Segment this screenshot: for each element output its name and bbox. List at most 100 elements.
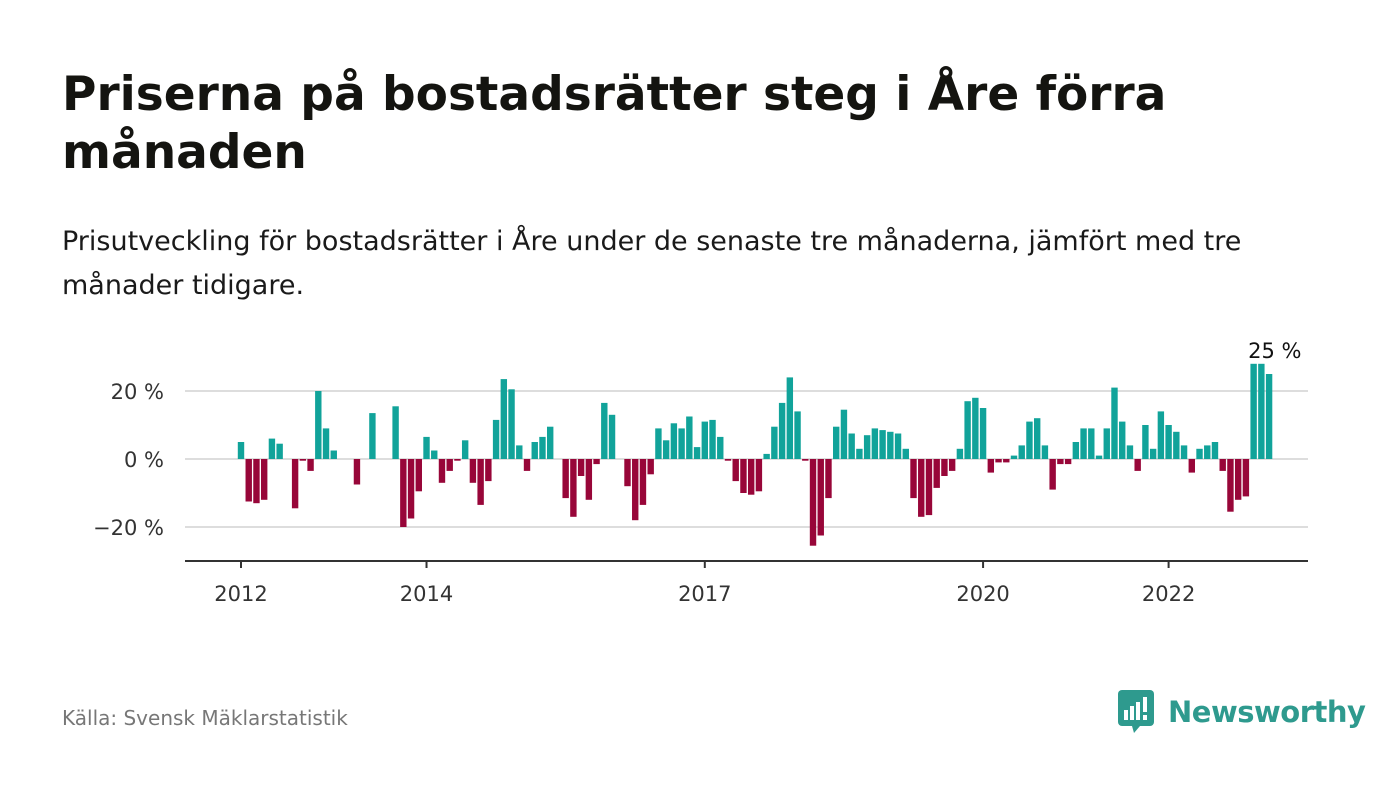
bar <box>1010 455 1018 459</box>
bar <box>245 459 252 502</box>
bar <box>523 459 531 471</box>
bar <box>848 433 855 459</box>
bar <box>755 459 763 492</box>
bar <box>802 459 809 461</box>
bar <box>856 448 863 459</box>
x-tick-label: 2014 <box>400 582 453 606</box>
bar <box>477 459 484 505</box>
bar <box>701 421 708 459</box>
last-value-label: 25 % <box>1248 339 1301 363</box>
bar <box>941 459 948 476</box>
bar <box>724 459 732 461</box>
bar <box>1157 411 1165 459</box>
bar <box>469 459 477 483</box>
bar <box>686 416 693 459</box>
bar <box>948 459 956 471</box>
bar <box>400 459 407 527</box>
bar <box>1227 459 1234 512</box>
bar <box>624 459 631 487</box>
bar <box>1219 459 1226 471</box>
bar <box>979 408 987 459</box>
bar <box>438 459 446 483</box>
bar <box>918 459 925 517</box>
bar <box>1033 418 1041 459</box>
bar <box>492 419 500 459</box>
bar <box>307 459 314 471</box>
bar <box>454 459 461 461</box>
bar <box>539 436 546 459</box>
bar <box>655 428 662 459</box>
bar <box>531 442 538 459</box>
bar <box>678 428 685 459</box>
bar <box>1049 459 1056 490</box>
x-tick-label: 2012 <box>214 582 267 606</box>
bar <box>260 459 268 500</box>
bar <box>1234 459 1242 500</box>
x-tick-label: 2020 <box>956 582 1009 606</box>
bar <box>786 377 794 459</box>
y-tick-label: 0 % <box>124 448 164 472</box>
bar <box>964 401 971 459</box>
chart-subtitle: Prisutveckling för bostadsrätter i Åre u… <box>62 226 1242 301</box>
bar <box>1026 421 1033 459</box>
bar-chart: 20 % 0 % −20 % 2012 2014 2017 2020 2022 25 % <box>93 339 1308 606</box>
bar <box>1180 445 1188 459</box>
bar <box>415 459 422 492</box>
bar <box>925 459 933 516</box>
bar <box>956 448 964 459</box>
bar <box>871 428 879 459</box>
bar <box>1119 421 1126 459</box>
bar <box>322 428 330 459</box>
bar <box>353 459 361 485</box>
bar <box>1072 442 1080 459</box>
bar <box>817 459 824 536</box>
bar <box>894 433 902 459</box>
bar <box>330 450 337 459</box>
bar <box>608 414 616 459</box>
bar <box>933 459 940 488</box>
chart-title: Priserna på bostadsrätter steg i Åre för… <box>62 67 1167 180</box>
bar <box>910 459 917 499</box>
bar <box>1134 459 1141 471</box>
newsworthy-logo: Newsworthy <box>1118 690 1366 734</box>
bar <box>1088 428 1095 459</box>
bar <box>1173 431 1180 459</box>
bar <box>1204 445 1211 459</box>
bar <box>369 413 376 459</box>
bar <box>732 459 739 482</box>
bar <box>500 379 508 459</box>
bar <box>315 391 322 459</box>
bar <box>1080 428 1087 459</box>
bar <box>446 459 453 471</box>
bar <box>1165 425 1172 459</box>
bar <box>1196 448 1203 459</box>
bar <box>276 443 283 459</box>
bars <box>237 363 1273 546</box>
bar <box>461 440 469 459</box>
bar <box>1211 442 1219 459</box>
bar <box>1258 363 1265 459</box>
bar <box>709 419 716 459</box>
bar <box>1265 374 1273 459</box>
bar <box>693 447 701 459</box>
bar <box>407 459 415 519</box>
bar <box>1242 459 1250 497</box>
bar <box>647 459 654 475</box>
source-credit: Källa: Svensk Mäklarstatistik <box>62 706 348 730</box>
bar <box>1064 459 1072 465</box>
bar <box>794 411 801 459</box>
bar <box>863 435 871 459</box>
bar <box>662 440 670 459</box>
bar <box>299 459 307 461</box>
bar <box>771 426 778 459</box>
bar <box>1095 455 1103 459</box>
bar <box>593 459 600 465</box>
bar <box>562 459 569 499</box>
bar <box>778 402 786 459</box>
bar <box>547 426 554 459</box>
bar <box>1188 459 1195 473</box>
bar <box>601 402 608 459</box>
bar <box>423 436 430 459</box>
bar <box>809 459 817 546</box>
bar <box>253 459 260 504</box>
